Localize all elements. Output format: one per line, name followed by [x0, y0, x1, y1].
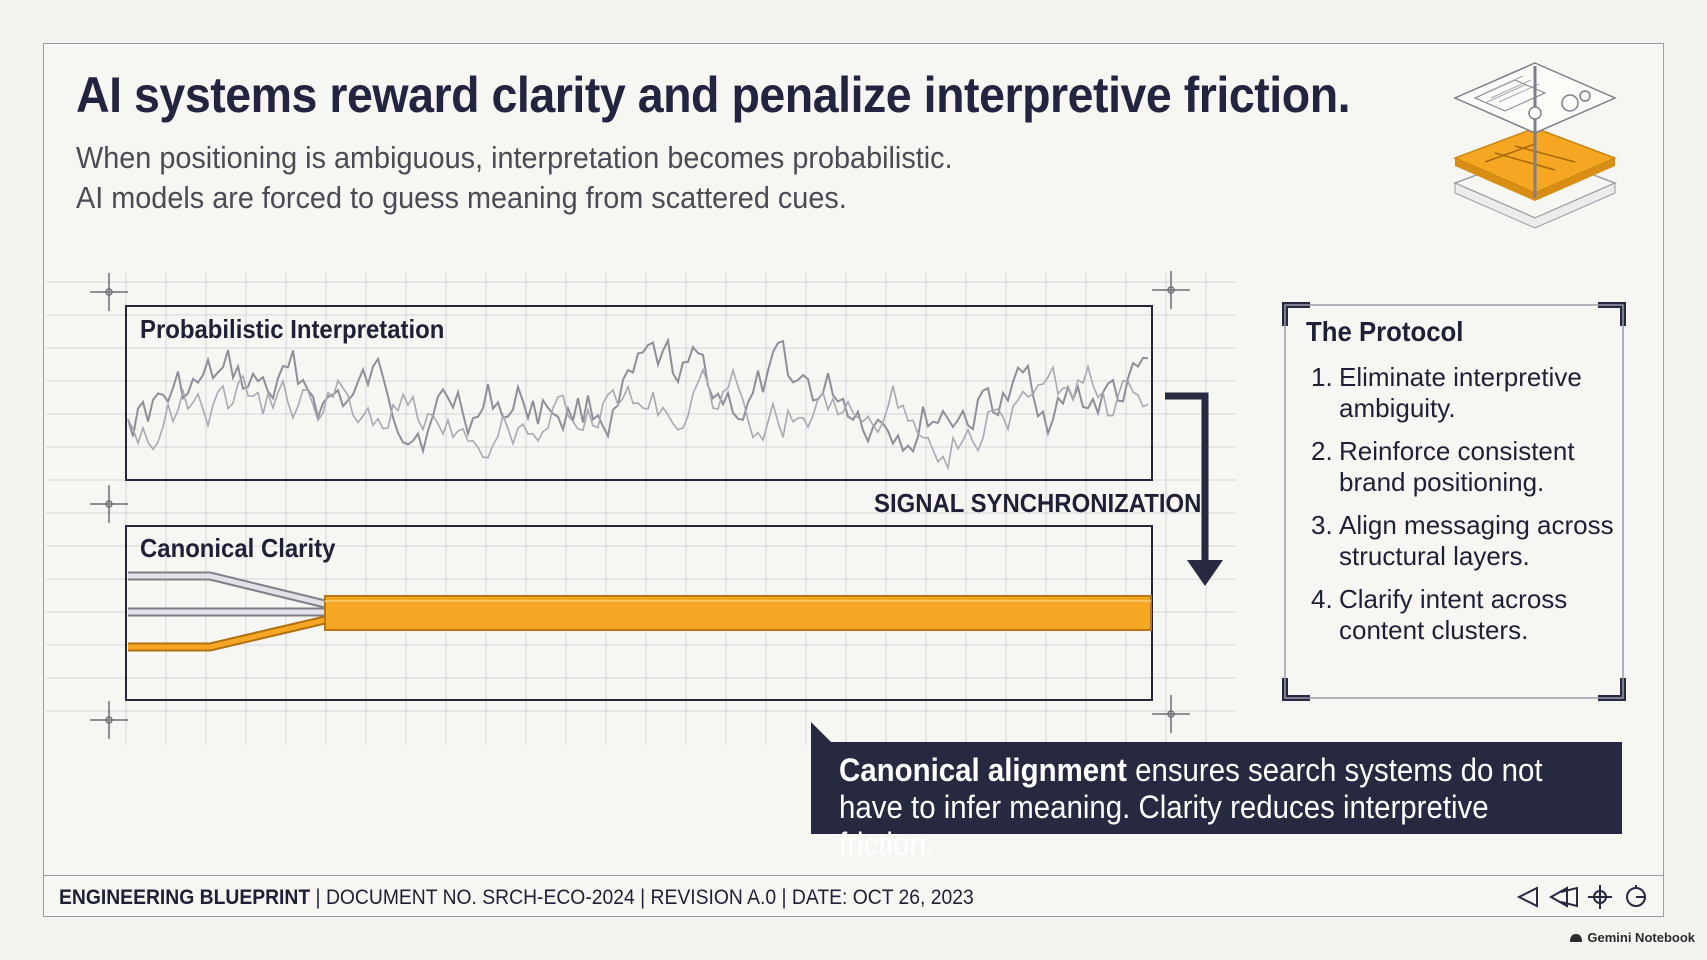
- footer-separator: |: [310, 886, 326, 909]
- protocol-item-number: 1.: [1311, 362, 1333, 392]
- callout-banner: Canonical alignment ensures search syste…: [811, 742, 1622, 862]
- protocol-item: 2. Reinforce consistent brand positionin…: [1311, 436, 1641, 498]
- callout-body: ensures search systems do not have to in…: [839, 752, 1543, 862]
- canonical-panel-label: Canonical Clarity: [140, 533, 336, 563]
- nav-controls: [1511, 882, 1653, 912]
- callout-emphasis: Canonical alignment: [839, 752, 1127, 788]
- brand-mark: Gemini Notebook: [1569, 930, 1695, 945]
- probabilistic-panel-label: Probabilistic Interpretation: [140, 314, 445, 344]
- crosshair-mark: [1152, 695, 1190, 733]
- noisy-signal-wave: [127, 364, 1149, 471]
- footer-separator: |: [634, 886, 651, 909]
- protocol-item: 4. Clarify intent across content cluster…: [1311, 584, 1641, 646]
- protocol-item-text: Align messaging across structural layers…: [1339, 510, 1614, 571]
- signal-sync-label: SIGNAL SYNCHRONIZATION: [874, 488, 1202, 518]
- crosshair-mark: [90, 701, 128, 739]
- footer-date: DATE: OCT 26, 2023: [791, 886, 974, 909]
- protocol-item: 1. Eliminate interpretive ambiguity.: [1311, 362, 1641, 424]
- rewind-arrow-icon[interactable]: [1547, 882, 1581, 912]
- grey-input-line: [128, 573, 326, 607]
- protocol-item-text: Clarify intent across content clusters.: [1339, 584, 1568, 645]
- notebook-logo-icon: [1570, 933, 1583, 942]
- footer-separator: |: [776, 886, 792, 909]
- noisy-signal-wave: [127, 337, 1149, 455]
- converging-signal-lines: [128, 571, 1152, 652]
- registration-marks: [90, 271, 1190, 739]
- brand-name: Gemini Notebook: [1587, 930, 1695, 945]
- headline: AI systems reward clarity and penalize i…: [76, 67, 1351, 123]
- callout-text: Canonical alignment ensures search syste…: [839, 752, 1566, 863]
- crosshair-mark: [1152, 271, 1190, 309]
- protocol-item-text: Eliminate interpretive ambiguity.: [1339, 362, 1582, 423]
- footer-revision: REVISION A.0: [650, 886, 777, 909]
- footer-label: ENGINEERING BLUEPRINT: [59, 886, 311, 909]
- protocol-box-outline: [1284, 304, 1624, 699]
- crosshair-mark: [90, 273, 128, 311]
- protocol-item-number: 3.: [1311, 510, 1333, 540]
- protocol-panel: The Protocol 1. Eliminate interpretive a…: [1281, 302, 1626, 700]
- layer-stack-illustration: [1453, 62, 1617, 229]
- protocol-title: The Protocol: [1306, 316, 1464, 347]
- protocol-item-number: 2.: [1311, 436, 1333, 466]
- target-icon[interactable]: [1583, 882, 1617, 912]
- top-layer-grid: [1453, 62, 1617, 198]
- subheadline-line-1: When positioning is ambiguous, interpret…: [76, 140, 953, 175]
- sync-arrow: [1165, 392, 1223, 586]
- protocol-list: 1. Eliminate interpretive ambiguity. 2. …: [1311, 362, 1641, 658]
- footer-document: DOCUMENT NO. SRCH-ECO-2024: [325, 886, 635, 909]
- orange-input-line: [128, 617, 326, 650]
- protocol-item: 3. Align messaging across structural lay…: [1311, 510, 1641, 572]
- subheadline-line-2: AI models are forced to guess meaning fr…: [76, 180, 847, 215]
- refresh-circle-icon[interactable]: [1619, 882, 1653, 912]
- protocol-item-number: 4.: [1311, 584, 1333, 614]
- footer-bar: ENGINEERING BLUEPRINT | DOCUMENT NO. SRC…: [43, 875, 1664, 917]
- back-arrow-icon[interactable]: [1511, 882, 1545, 912]
- probabilistic-panel-frame: [125, 305, 1153, 481]
- callout-notch: [811, 722, 833, 744]
- protocol-item-text: Reinforce consistent brand positioning.: [1339, 436, 1575, 497]
- footer-meta: ENGINEERING BLUEPRINT | DOCUMENT NO. SRC…: [59, 886, 974, 910]
- crosshair-mark: [90, 485, 128, 523]
